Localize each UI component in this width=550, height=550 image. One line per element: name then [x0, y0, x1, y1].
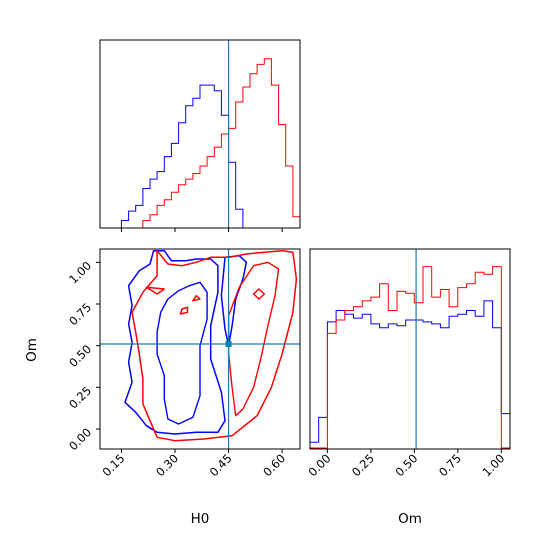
contour-y-tick-label: 0.50 [66, 342, 94, 370]
om-x-tick-label: 1.00 [479, 451, 507, 479]
om-frame [309, 248, 511, 450]
contour-y-tick-label: 1.00 [66, 259, 94, 287]
om-x-tick-label: 0.00 [306, 451, 334, 479]
contour-red-island [179, 306, 189, 315]
contour-red-island [252, 288, 266, 300]
h0-hist-red [100, 58, 300, 228]
om-vs-h0-contour-panel: 0.15 0.30 0.45 0.60 0.00 0.25 0.50 0.75 1.00 [66, 248, 301, 479]
y-axis-label-om: Om [24, 338, 40, 362]
contour-red-island [192, 294, 201, 302]
contour-y-tick-label: 0.00 [66, 425, 94, 453]
contour-blue-outer [124, 249, 226, 435]
contour-red-island [145, 286, 166, 295]
h0-hist-blue [100, 84, 300, 228]
contour-truth-marker [225, 341, 232, 347]
contour-y-tick-label: 0.75 [66, 300, 94, 328]
contour-y-tick-label: 0.25 [66, 384, 94, 412]
om-x-tick-label: 0.50 [392, 451, 420, 479]
om-x-tick-label: 0.75 [436, 451, 464, 479]
contour-x-tick-label: 0.60 [260, 451, 288, 479]
contour-x-tick-label: 0.30 [153, 451, 181, 479]
om-hist-blue [310, 300, 510, 448]
contour-blue-outer [220, 254, 248, 347]
om-hist-red [310, 266, 510, 449]
h0-frame [99, 39, 301, 229]
om-histogram-panel: 0.00 0.25 0.50 0.75 1.00 [306, 248, 511, 479]
x-axis-label-h0: H0 [191, 511, 210, 527]
contour-red-outer [131, 249, 298, 442]
contour-x-tick-label: 0.15 [100, 451, 128, 479]
contour-frame [99, 248, 301, 450]
h0-histogram-panel [99, 39, 301, 232]
contour-x-tick-label: 0.45 [207, 451, 235, 479]
om-x-tick-label: 0.25 [349, 451, 377, 479]
x-axis-label-om: Om [398, 511, 422, 527]
contour-blue-inner [156, 281, 208, 425]
contour-red-inner [227, 261, 280, 417]
